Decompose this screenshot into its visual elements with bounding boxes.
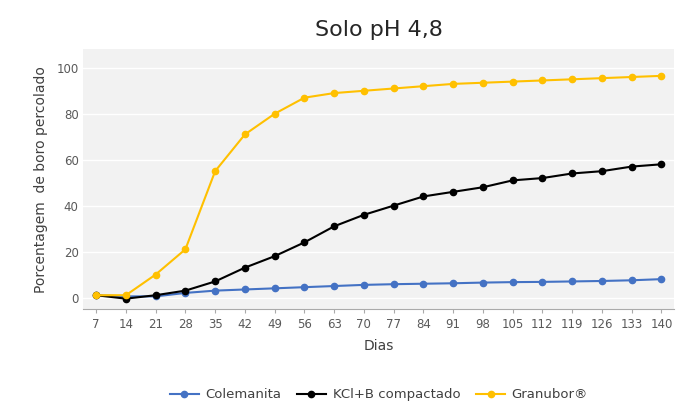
KCl+B compactado [598,169,606,173]
X-axis label: Dias: Dias [363,339,394,353]
KCl+B compactado [181,288,190,293]
Granubor® [598,76,606,81]
KCl+B compactado [657,162,666,167]
Colemanita [568,279,576,284]
KCl+B compactado [509,178,517,183]
Granubor® [568,77,576,82]
KCl+B compactado [479,185,487,190]
Colemanita [270,286,279,291]
Granubor® [211,169,220,173]
Granubor® [389,86,398,91]
KCl+B compactado [152,293,160,298]
Colemanita [300,285,309,290]
Granubor® [300,95,309,100]
Colemanita [360,282,368,287]
Granubor® [449,82,457,87]
Granubor® [479,80,487,85]
Granubor® [538,78,546,83]
KCl+B compactado [419,194,427,199]
Line: Granubor®: Granubor® [93,73,664,298]
KCl+B compactado [360,212,368,217]
Granubor® [92,293,100,298]
KCl+B compactado [211,279,220,284]
KCl+B compactado [122,296,130,301]
Colemanita [598,279,606,283]
KCl+B compactado [628,164,636,169]
Colemanita [389,282,398,287]
Colemanita [152,294,160,299]
Colemanita [330,283,338,288]
Colemanita [419,281,427,286]
Granubor® [509,79,517,84]
KCl+B compactado [538,176,546,180]
Colemanita [122,294,130,299]
KCl+B compactado [240,265,249,270]
Granubor® [181,247,190,252]
Line: KCl+B compactado: KCl+B compactado [93,161,664,302]
KCl+B compactado [92,293,100,298]
KCl+B compactado [449,190,457,194]
Granubor® [419,84,427,89]
KCl+B compactado [270,254,279,259]
Colemanita [628,278,636,283]
KCl+B compactado [389,203,398,208]
Granubor® [122,293,130,298]
Colemanita [509,280,517,285]
Colemanita [92,293,100,298]
KCl+B compactado [300,240,309,245]
Granubor® [152,272,160,277]
Colemanita [479,280,487,285]
Y-axis label: Porcentagem  de boro percolado: Porcentagem de boro percolado [34,66,48,293]
Colemanita [657,277,666,282]
Granubor® [628,75,636,80]
Line: Colemanita: Colemanita [93,276,664,300]
Legend: Colemanita, KCl+B compactado, Granubor®: Colemanita, KCl+B compactado, Granubor® [164,383,594,407]
Granubor® [330,91,338,96]
Colemanita [449,281,457,286]
Colemanita [240,287,249,292]
Colemanita [181,290,190,295]
Colemanita [538,279,546,284]
Granubor® [240,132,249,137]
KCl+B compactado [330,224,338,229]
Title: Solo pH 4,8: Solo pH 4,8 [315,19,443,40]
Granubor® [360,88,368,93]
Granubor® [657,73,666,78]
Granubor® [270,111,279,116]
Colemanita [211,288,220,293]
KCl+B compactado [568,171,576,176]
